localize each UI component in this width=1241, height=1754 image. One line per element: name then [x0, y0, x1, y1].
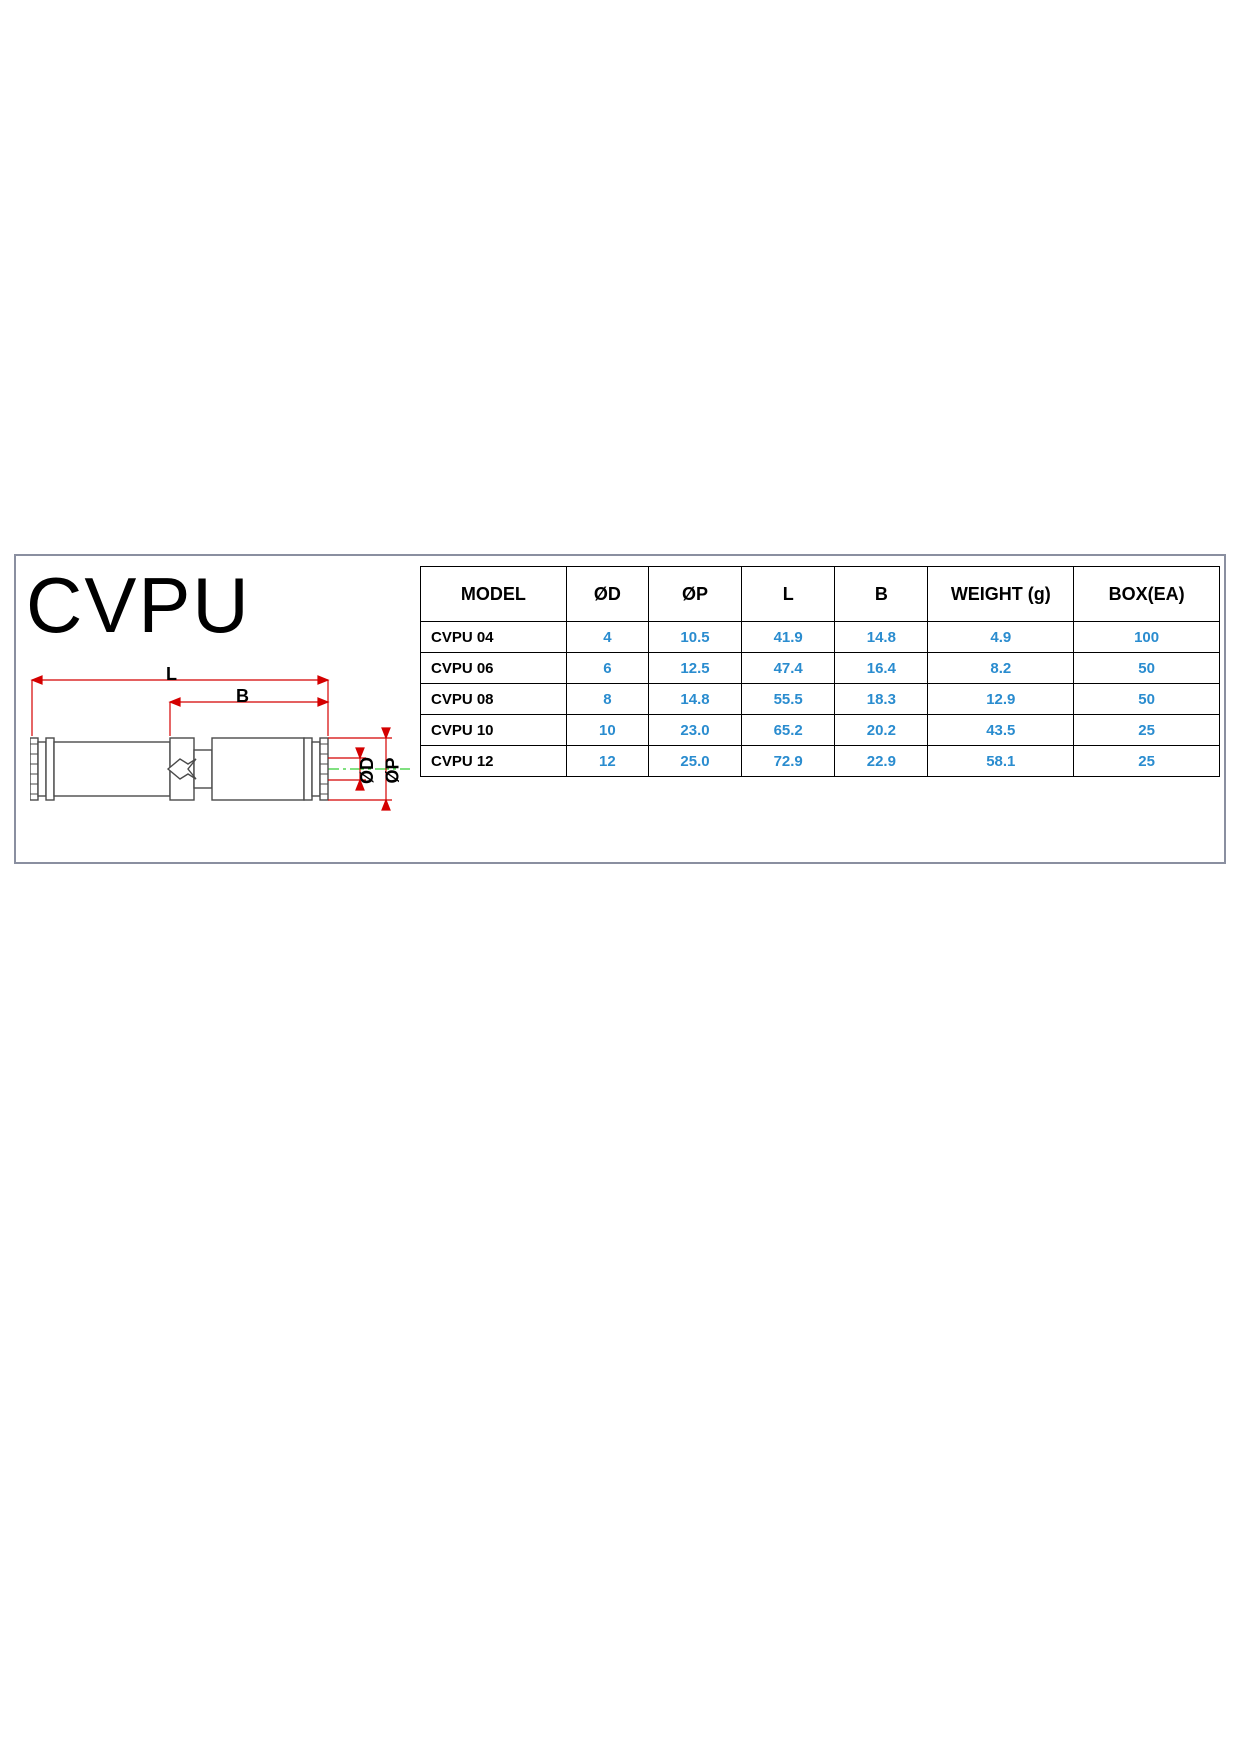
cell-p: 23.0 — [648, 715, 741, 746]
cell-p: 10.5 — [648, 622, 741, 653]
cell-p: 14.8 — [648, 684, 741, 715]
cell-l: 65.2 — [742, 715, 835, 746]
th-weight: WEIGHT (g) — [928, 567, 1074, 622]
cell-d: 6 — [566, 653, 648, 684]
spec-table-header-row: MODEL ØD ØP L B WEIGHT (g) BOX(EA) — [421, 567, 1220, 622]
table-row: CVPU 06612.547.416.48.250 — [421, 653, 1220, 684]
cell-l: 55.5 — [742, 684, 835, 715]
cell-p: 12.5 — [648, 653, 741, 684]
cell-box: 25 — [1074, 746, 1220, 777]
cell-b: 18.3 — [835, 684, 928, 715]
table-row: CVPU 04410.541.914.84.9100 — [421, 622, 1220, 653]
cell-model: CVPU 10 — [421, 715, 567, 746]
table-row: CVPU 08814.855.518.312.950 — [421, 684, 1220, 715]
cell-model: CVPU 08 — [421, 684, 567, 715]
series-title: CVPU — [26, 560, 251, 651]
cell-d: 8 — [566, 684, 648, 715]
cell-p: 25.0 — [648, 746, 741, 777]
cell-box: 25 — [1074, 715, 1220, 746]
cell-model: CVPU 12 — [421, 746, 567, 777]
cell-b: 22.9 — [835, 746, 928, 777]
cell-weight: 4.9 — [928, 622, 1074, 653]
cell-weight: 8.2 — [928, 653, 1074, 684]
th-d: ØD — [566, 567, 648, 622]
cell-d: 10 — [566, 715, 648, 746]
dim-label-l: L — [166, 664, 177, 685]
fitting-diagram — [30, 666, 410, 846]
diagram-wrap: L B ØD ØP — [30, 666, 410, 846]
th-p: ØP — [648, 567, 741, 622]
dim-label-p: ØP — [383, 757, 404, 783]
cell-l: 47.4 — [742, 653, 835, 684]
th-box: BOX(EA) — [1074, 567, 1220, 622]
table-row: CVPU 101023.065.220.243.525 — [421, 715, 1220, 746]
cell-l: 41.9 — [742, 622, 835, 653]
cell-model: CVPU 06 — [421, 653, 567, 684]
cell-box: 50 — [1074, 653, 1220, 684]
cell-d: 4 — [566, 622, 648, 653]
cell-d: 12 — [566, 746, 648, 777]
th-b: B — [835, 567, 928, 622]
cell-model: CVPU 04 — [421, 622, 567, 653]
th-l: L — [742, 567, 835, 622]
dim-label-d: ØD — [357, 757, 378, 784]
cell-b: 20.2 — [835, 715, 928, 746]
cell-b: 16.4 — [835, 653, 928, 684]
cell-box: 50 — [1074, 684, 1220, 715]
th-model: MODEL — [421, 567, 567, 622]
cell-b: 14.8 — [835, 622, 928, 653]
dim-label-b: B — [236, 686, 249, 707]
cell-l: 72.9 — [742, 746, 835, 777]
cell-weight: 58.1 — [928, 746, 1074, 777]
cell-weight: 12.9 — [928, 684, 1074, 715]
spec-panel: CVPU L B ØD ØP — [14, 554, 1226, 864]
spec-table: MODEL ØD ØP L B WEIGHT (g) BOX(EA) CVPU … — [420, 566, 1220, 777]
table-row: CVPU 121225.072.922.958.125 — [421, 746, 1220, 777]
cell-weight: 43.5 — [928, 715, 1074, 746]
diagram-block: CVPU L B ØD ØP — [16, 556, 416, 862]
cell-box: 100 — [1074, 622, 1220, 653]
